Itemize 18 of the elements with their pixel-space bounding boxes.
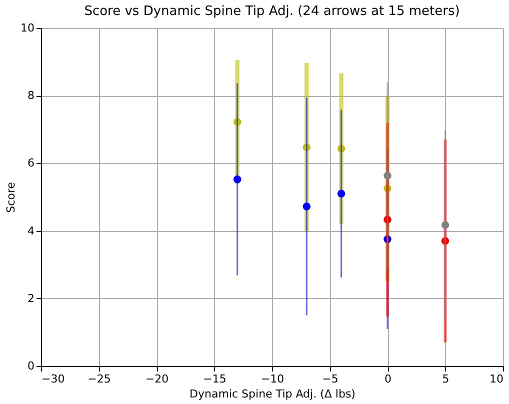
x-tick-label: 10: [490, 372, 504, 386]
x-tick-label: −20: [145, 372, 169, 386]
y-tick-label: 6: [28, 156, 34, 170]
x-tick-label: −10: [260, 372, 284, 386]
y-tick-label: 2: [28, 292, 34, 305]
y-tick-label: 10: [20, 22, 34, 34]
x-tick-label: −5: [322, 372, 338, 386]
chart-title: Score vs Dynamic Spine Tip Adj. (24 arrows at 15 meters): [84, 4, 460, 19]
x-tick-label: 0: [384, 372, 392, 386]
x-axis-title: Dynamic Spine Tip Adj. (Δ lbs): [190, 388, 356, 400]
y-axis-title: Score: [4, 182, 18, 213]
x-tick-label: 5: [442, 372, 450, 386]
x-tick-label: −25: [88, 372, 111, 386]
y-tick-label: 4: [28, 224, 34, 238]
y-tick-label: 8: [28, 89, 34, 102]
x-tick-label: −15: [203, 372, 226, 386]
y-tick-label: 0: [28, 360, 34, 372]
x-tick-label: −30: [42, 372, 65, 386]
